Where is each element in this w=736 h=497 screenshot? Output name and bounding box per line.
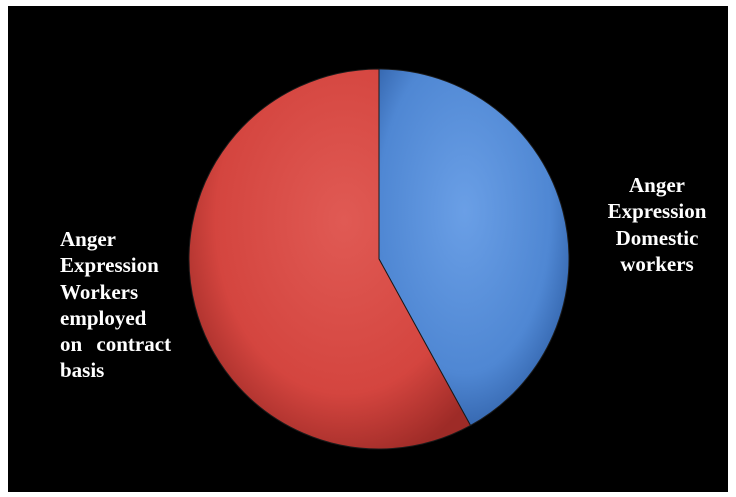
slice-label-domestic-workers: Anger Expression Domestic workers [591,172,723,277]
slice-label-contract-workers: Anger Expression Workers employed on con… [60,226,210,384]
label-line: Expression [607,199,707,224]
pie-slice-1 [188,68,472,450]
label-line: on contract [60,332,172,356]
label-line: Anger [60,227,116,251]
chart-frame: Anger Expression Domestic workers Anger … [8,6,728,492]
label-line: Anger [629,173,685,197]
pie-chart [188,68,570,450]
label-line: workers [620,251,694,276]
label-line: basis [60,358,105,383]
pie-slice-0 [378,68,570,427]
label-line: Domestic [615,225,699,250]
label-line: Workers [60,279,139,304]
label-line: Expression [60,253,159,278]
label-line: employed [60,305,147,330]
